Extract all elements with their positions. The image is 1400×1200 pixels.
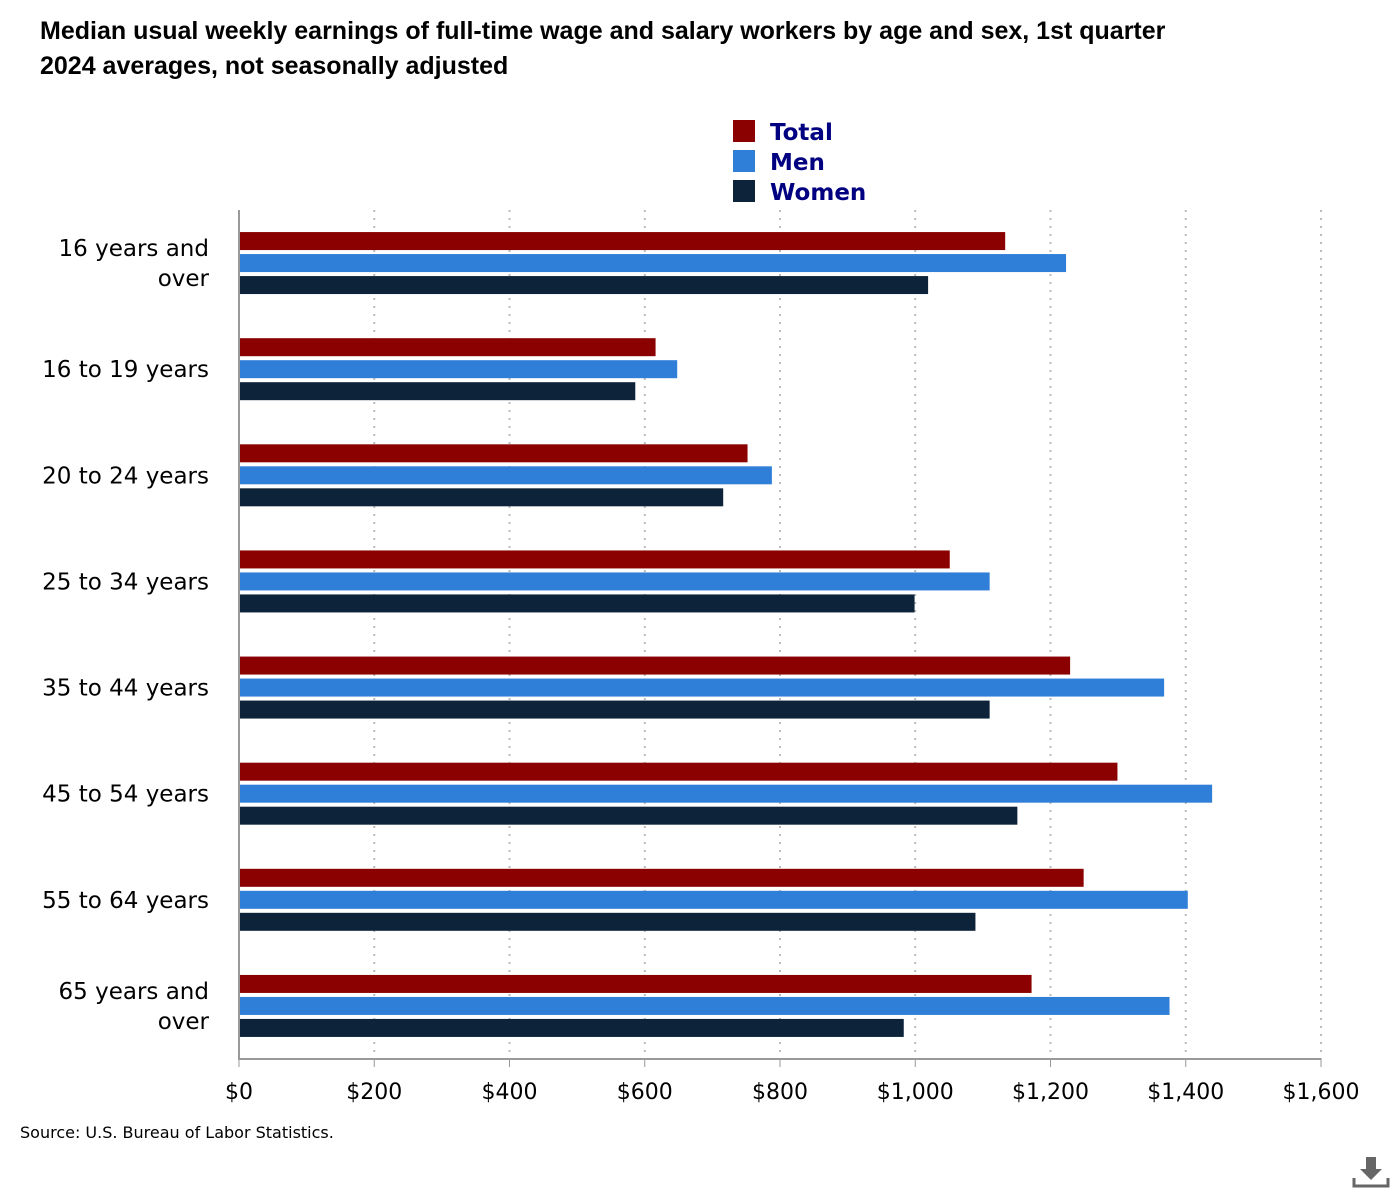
chart-title-line-2: 2024 averages, not seasonally adjusted <box>40 52 509 80</box>
x-tick-label: $0 <box>225 1080 253 1105</box>
bar-women <box>239 700 990 719</box>
x-tick-label: $600 <box>617 1080 673 1105</box>
bar-women <box>239 276 929 295</box>
bar-men <box>239 784 1213 803</box>
x-tick-label: $1,400 <box>1147 1080 1224 1105</box>
bar-women <box>239 382 636 401</box>
bar-men <box>239 572 990 591</box>
legend-swatch-women <box>733 180 755 202</box>
bar-women <box>239 594 915 613</box>
y-category-label: 25 to 34 years <box>42 569 209 595</box>
source-note: Source: U.S. Bureau of Labor Statistics. <box>20 1123 334 1142</box>
download-icon <box>1352 1157 1390 1188</box>
y-category-label: 16 years and <box>59 236 209 262</box>
chart-title: Median usual weekly earnings of full-tim… <box>40 14 1360 84</box>
y-category-label: 55 to 64 years <box>42 888 209 914</box>
bar-men <box>239 360 678 379</box>
y-category-label: over <box>158 266 210 292</box>
x-tick-label: $800 <box>752 1080 808 1105</box>
y-category-label: 35 to 44 years <box>42 676 209 702</box>
y-category-label: 45 to 54 years <box>42 782 209 808</box>
bar-men <box>239 996 1170 1015</box>
y-category-label: 16 to 19 years <box>42 357 209 383</box>
bar-women <box>239 912 976 931</box>
bar-total <box>239 762 1118 781</box>
x-tick-label: $400 <box>482 1080 538 1105</box>
x-tick-label: $1,600 <box>1283 1080 1360 1105</box>
bar-total <box>239 656 1071 675</box>
legend-swatch-men <box>733 150 755 172</box>
download-button[interactable] <box>1350 1148 1392 1192</box>
y-category-label: 65 years and <box>59 979 209 1005</box>
bar-total <box>239 868 1084 887</box>
legend-label-total: Total <box>770 120 833 146</box>
bar-total <box>239 338 656 357</box>
chart-title-line-1: Median usual weekly earnings of full-tim… <box>40 17 1166 45</box>
bar-men <box>239 678 1165 697</box>
bar-total <box>239 974 1032 993</box>
x-tick-label: $1,200 <box>1012 1080 1089 1105</box>
bar-total <box>239 550 950 569</box>
legend-swatch-total <box>733 120 755 142</box>
bar-men <box>239 890 1188 909</box>
legend-label-men: Men <box>770 150 825 176</box>
y-category-label: over <box>158 1009 210 1035</box>
bar-women <box>239 1018 904 1037</box>
bar-men <box>239 466 772 485</box>
bar-women <box>239 806 1018 825</box>
y-category-label: 20 to 24 years <box>42 463 209 489</box>
bar-total <box>239 232 1006 251</box>
bar-women <box>239 488 724 507</box>
legend-label-women: Women <box>770 180 866 206</box>
bar-total <box>239 444 748 463</box>
x-tick-label: $200 <box>346 1080 402 1105</box>
bar-men <box>239 254 1067 273</box>
x-tick-label: $1,000 <box>877 1080 954 1105</box>
